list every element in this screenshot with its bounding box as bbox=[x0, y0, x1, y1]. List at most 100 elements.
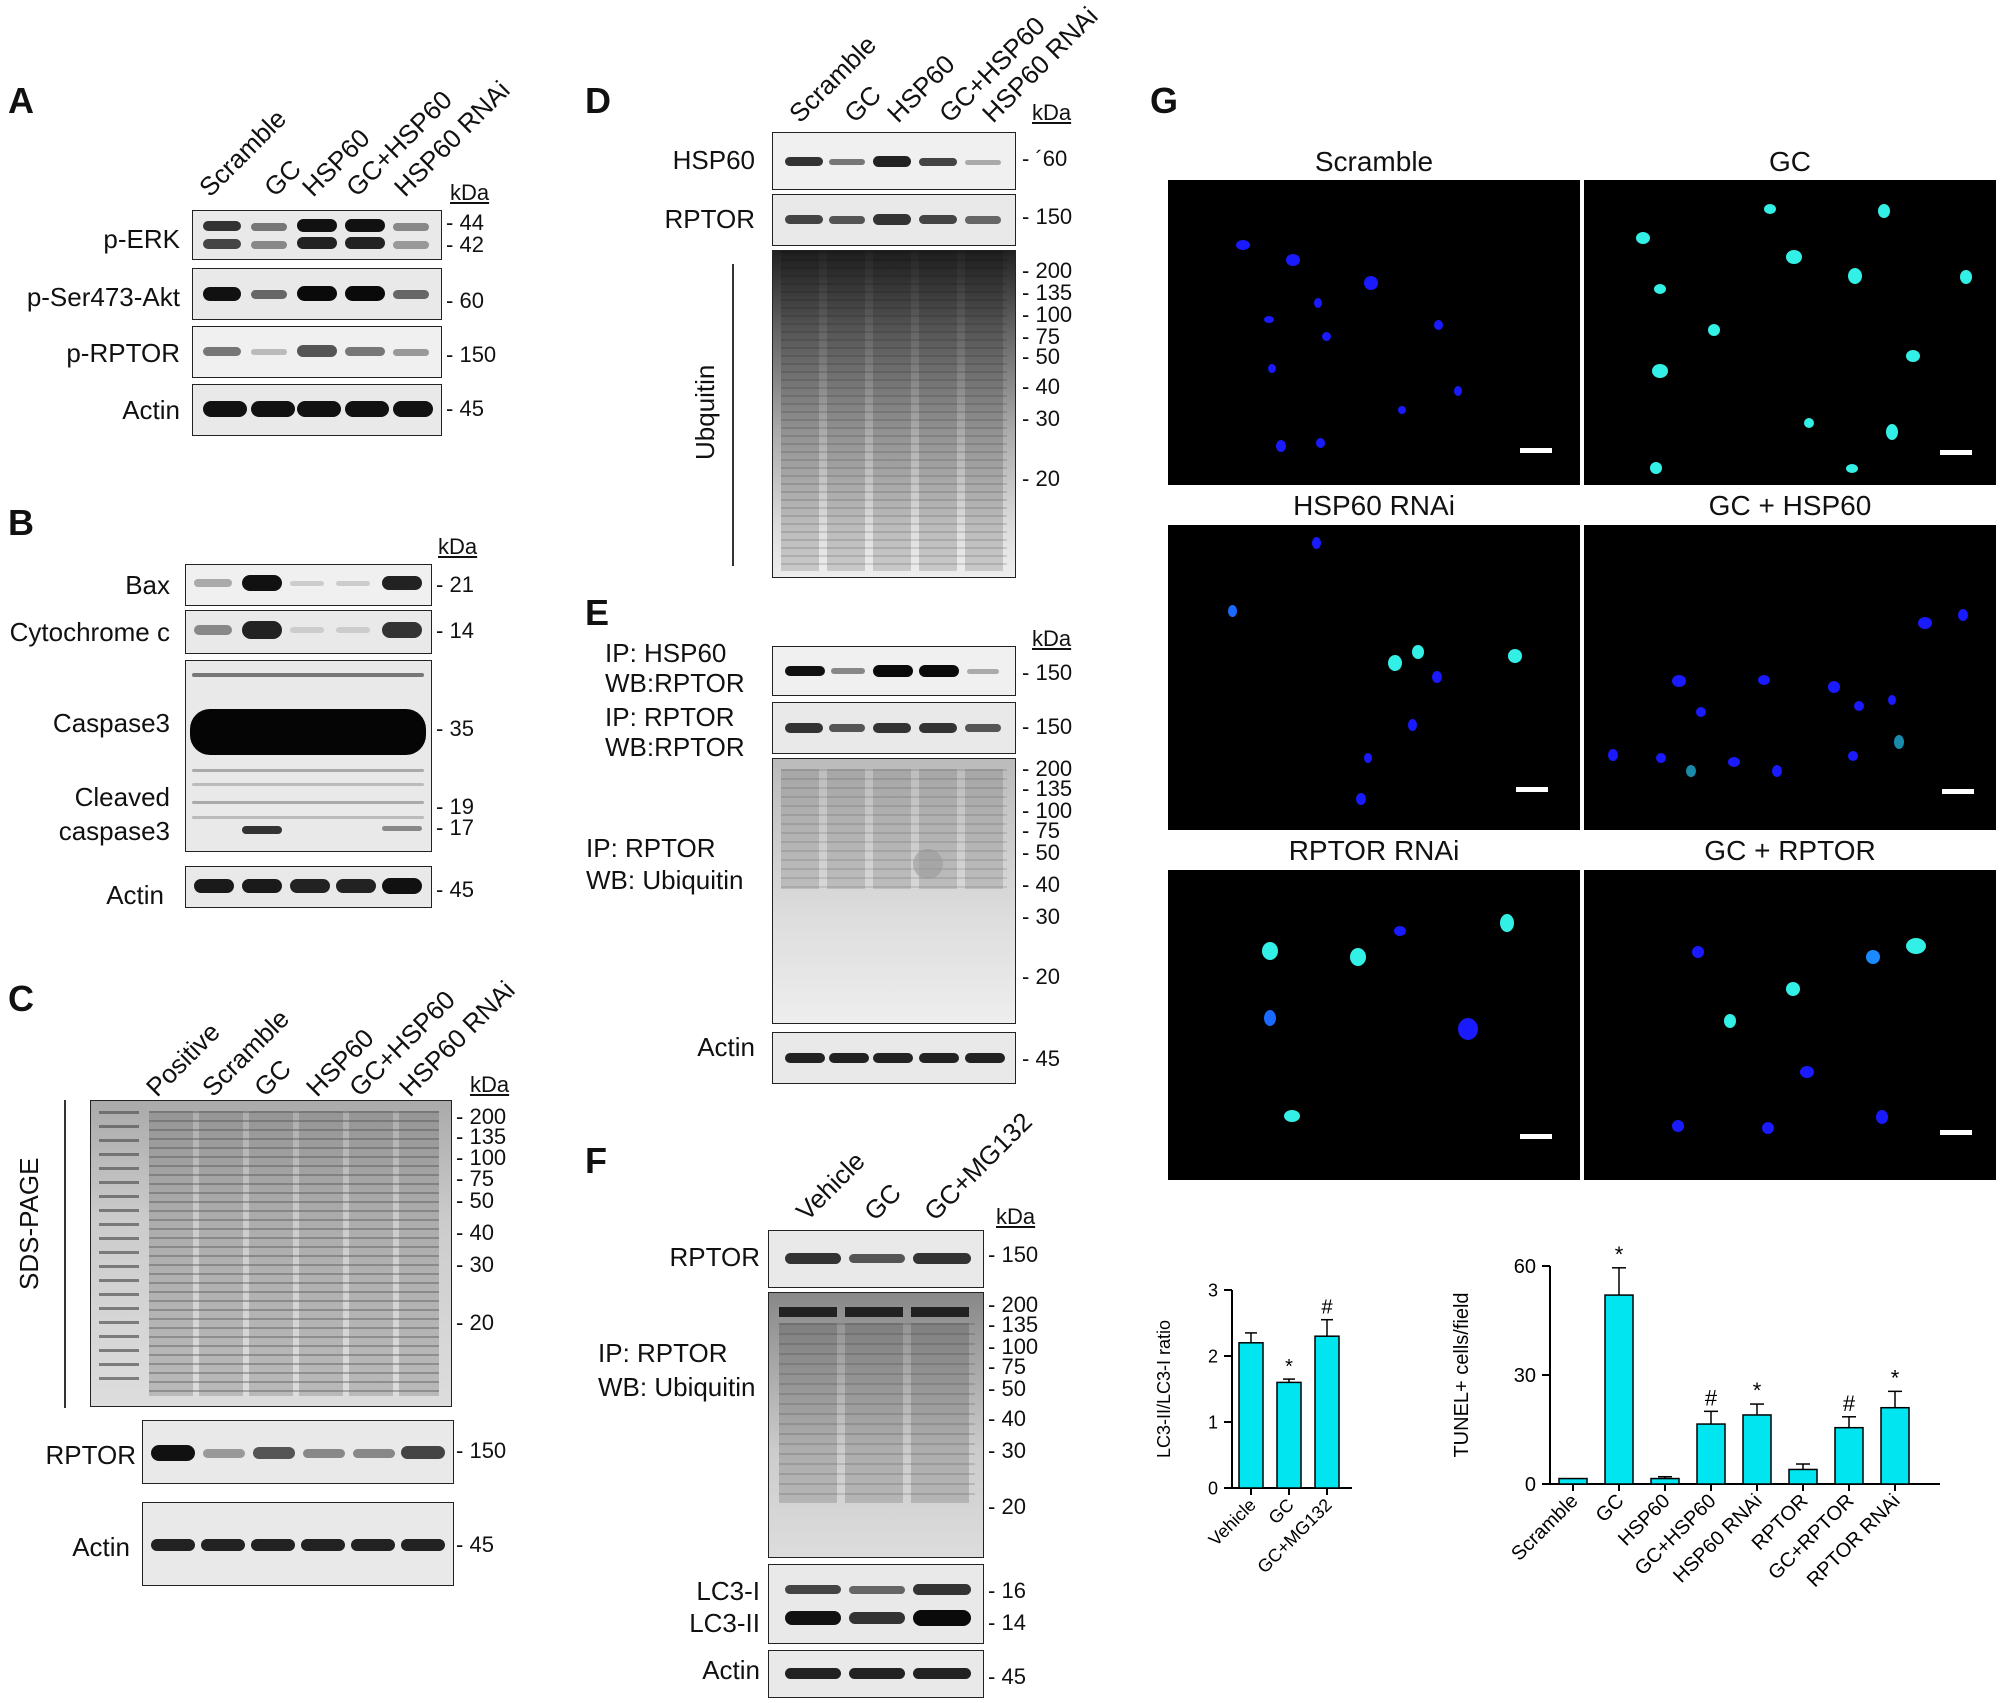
tunel-image-gc-rptor bbox=[1584, 870, 1996, 1180]
mw-marker: - 40 bbox=[1022, 374, 1060, 399]
kda-label: kDa bbox=[1032, 626, 1072, 651]
blot-row-label: Bax bbox=[125, 570, 170, 600]
blot-row-label: HSP60 bbox=[672, 145, 755, 175]
significance-mark: # bbox=[1321, 1297, 1333, 1319]
mw-marker: - 135 bbox=[1022, 776, 1073, 801]
tunel-image-hsp60-rnai bbox=[1168, 525, 1580, 830]
y-tick-label: 60 bbox=[1514, 1256, 1536, 1278]
bar bbox=[1834, 1426, 1864, 1485]
mw-marker: - 42 bbox=[446, 232, 484, 257]
western-blot bbox=[185, 660, 432, 852]
tunel-image-rptor-rnai bbox=[1168, 870, 1580, 1180]
western-blot bbox=[192, 326, 442, 378]
blot-row-label: Actin bbox=[72, 1532, 130, 1562]
western-blot bbox=[185, 866, 432, 908]
tunel-image-gc-hsp60 bbox=[1584, 525, 1996, 830]
mw-marker: - 44 bbox=[446, 210, 484, 235]
western-blot bbox=[192, 268, 442, 320]
mw-marker: - 45 bbox=[436, 877, 474, 902]
mw-marker: - 30 bbox=[456, 1252, 494, 1277]
y-tick-label: 2 bbox=[1208, 1346, 1218, 1366]
ubiquitin-blot bbox=[772, 758, 1016, 1024]
western-blot bbox=[185, 564, 432, 606]
scale-bar bbox=[1940, 1130, 1972, 1135]
image-title: GC bbox=[1769, 146, 1811, 177]
western-blot bbox=[772, 194, 1016, 246]
ubiquitin-blot bbox=[768, 1292, 984, 1558]
scale-bar bbox=[1942, 789, 1974, 794]
lane-label: GC bbox=[858, 1177, 907, 1227]
significance-mark: # bbox=[1705, 1385, 1718, 1410]
y-tick-label: 0 bbox=[1208, 1478, 1218, 1498]
mw-marker: - 75 bbox=[988, 1354, 1026, 1379]
mw-marker: - 17 bbox=[436, 815, 474, 840]
y-axis-label: LC3-II/LC3-I ratio bbox=[1154, 1320, 1174, 1458]
mw-marker: - 75 bbox=[1022, 818, 1060, 843]
western-blot bbox=[768, 1230, 984, 1288]
mw-marker: - 150 bbox=[446, 342, 497, 367]
tunel-image-scramble bbox=[1168, 180, 1580, 485]
mw-marker: - 75 bbox=[1022, 324, 1060, 349]
mw-marker: - 14 bbox=[988, 1610, 1026, 1635]
panel-b-label: B bbox=[8, 502, 34, 543]
ip-wb-label: IP: RPTOR WB:RPTOR bbox=[605, 702, 745, 762]
mw-marker: - 135 bbox=[1022, 280, 1073, 305]
scale-bar bbox=[1520, 448, 1552, 453]
panel-d-label: D bbox=[585, 80, 611, 121]
blot-row-label: p-Ser473-Akt bbox=[26, 282, 180, 312]
blot-row-label: Actin bbox=[122, 395, 180, 425]
blot-row-label: RPTOR bbox=[664, 204, 755, 234]
x-tick-label: Vehicle bbox=[1205, 1495, 1260, 1550]
x-tick-label: GC bbox=[1592, 1490, 1629, 1527]
y-tick-label: 30 bbox=[1514, 1365, 1536, 1387]
western-blot bbox=[142, 1420, 454, 1484]
image-title: RPTOR RNAi bbox=[1288, 835, 1460, 866]
ubiquitin-side-label: Ubquitin bbox=[690, 364, 720, 460]
mw-marker: - 20 bbox=[988, 1494, 1026, 1519]
significance-mark: * bbox=[1891, 1365, 1900, 1390]
bracket-line bbox=[64, 1100, 66, 1408]
kda-label: kDa bbox=[996, 1204, 1036, 1229]
ip-wb-label: IP: RPTOR WB: Ubiquitin bbox=[598, 1338, 756, 1402]
ip-wb-label: IP: RPTOR WB: Ubiquitin bbox=[586, 833, 744, 895]
blot-row-label: Cytochrome c bbox=[9, 617, 170, 647]
blot-row-label: Actin bbox=[697, 1032, 755, 1062]
mw-marker: - ´60 bbox=[1022, 146, 1068, 171]
panel-c-label: C bbox=[8, 978, 34, 1019]
significance-mark: * bbox=[1615, 1242, 1624, 1267]
bar bbox=[1238, 1342, 1264, 1489]
sds-page-label: SDS-PAGE bbox=[14, 1157, 44, 1290]
image-title: Scramble bbox=[1314, 146, 1434, 177]
mw-marker: - 150 bbox=[1022, 714, 1073, 739]
y-axis-label: TUNEL+ cells/field bbox=[1451, 1292, 1473, 1457]
mw-marker: - 150 bbox=[988, 1242, 1039, 1267]
mw-marker: - 45 bbox=[446, 396, 484, 421]
mw-marker: - 50 bbox=[988, 1376, 1026, 1401]
mw-marker: - 30 bbox=[988, 1438, 1026, 1463]
bar bbox=[1558, 1477, 1588, 1485]
mw-marker: - 100 bbox=[1022, 302, 1073, 327]
mw-marker: - 45 bbox=[1022, 1046, 1060, 1071]
mw-marker: - 14 bbox=[436, 618, 474, 643]
mw-marker: - 50 bbox=[456, 1188, 494, 1213]
significance-mark: * bbox=[1285, 1356, 1293, 1378]
blot-row-label: p-ERK bbox=[103, 224, 180, 254]
blot-row-label: RPTOR bbox=[45, 1440, 136, 1470]
mw-marker: - 200 bbox=[988, 1292, 1039, 1317]
blot-row-label: Caspase3 bbox=[52, 708, 170, 738]
mw-marker: - 45 bbox=[456, 1532, 494, 1557]
mw-marker: - 19 bbox=[436, 794, 474, 819]
western-blot bbox=[772, 132, 1016, 190]
mw-marker: - 16 bbox=[988, 1578, 1026, 1603]
mw-marker: - 20 bbox=[1022, 466, 1060, 491]
image-title: GC + RPTOR bbox=[1704, 835, 1876, 866]
scale-bar bbox=[1940, 450, 1972, 455]
sds-page-gel bbox=[90, 1100, 452, 1407]
bar bbox=[1650, 1477, 1680, 1485]
tunel-image-gc bbox=[1584, 180, 1996, 485]
mw-marker: - 100 bbox=[456, 1145, 507, 1170]
mw-marker: - 30 bbox=[1022, 904, 1060, 929]
image-title: GC + HSP60 bbox=[1708, 490, 1872, 521]
western-blot bbox=[772, 702, 1016, 754]
